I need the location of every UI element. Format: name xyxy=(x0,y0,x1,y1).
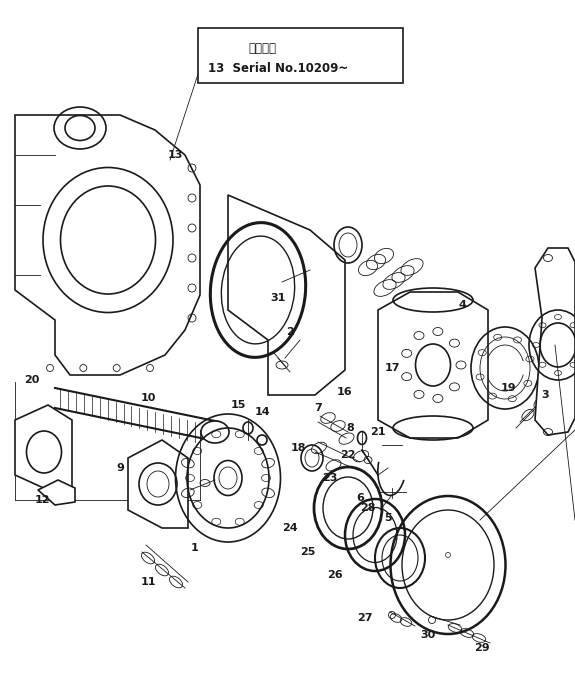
Text: 10: 10 xyxy=(140,393,156,403)
Text: 24: 24 xyxy=(282,523,298,533)
Text: 5: 5 xyxy=(384,513,392,523)
Text: 29: 29 xyxy=(474,643,490,653)
Text: 21: 21 xyxy=(370,427,386,437)
Text: 17: 17 xyxy=(384,363,400,373)
Bar xyxy=(198,28,403,83)
Text: 9: 9 xyxy=(116,463,124,473)
Ellipse shape xyxy=(201,421,229,443)
Polygon shape xyxy=(15,115,200,375)
Text: 16: 16 xyxy=(337,387,353,397)
Text: 8: 8 xyxy=(346,423,354,433)
Text: 7: 7 xyxy=(314,403,322,413)
Text: 20: 20 xyxy=(24,375,40,385)
Text: 22: 22 xyxy=(340,450,356,460)
Text: 30: 30 xyxy=(420,630,436,640)
Text: 18: 18 xyxy=(290,443,306,453)
Polygon shape xyxy=(128,440,188,528)
Text: 13  Serial No.10209~: 13 Serial No.10209~ xyxy=(208,62,348,74)
Text: 適用号表: 適用号表 xyxy=(248,41,276,54)
Polygon shape xyxy=(535,248,575,435)
Text: 15: 15 xyxy=(231,400,246,410)
Text: 19: 19 xyxy=(500,383,516,393)
Text: 2: 2 xyxy=(286,327,294,337)
Text: 28: 28 xyxy=(361,503,375,513)
Text: 1: 1 xyxy=(191,543,199,553)
Polygon shape xyxy=(228,195,345,395)
Text: 14: 14 xyxy=(254,407,270,417)
Text: 25: 25 xyxy=(300,547,316,557)
Text: 31: 31 xyxy=(270,293,286,303)
Text: 23: 23 xyxy=(323,473,338,483)
Text: 6: 6 xyxy=(356,493,364,503)
Text: 26: 26 xyxy=(327,570,343,580)
Polygon shape xyxy=(38,480,75,505)
Polygon shape xyxy=(378,292,488,438)
Text: 4: 4 xyxy=(458,300,466,310)
Polygon shape xyxy=(15,405,72,490)
Text: 11: 11 xyxy=(140,577,156,587)
Text: 13: 13 xyxy=(167,150,183,160)
Text: 3: 3 xyxy=(541,390,549,400)
Text: 12: 12 xyxy=(34,495,50,505)
Text: 27: 27 xyxy=(357,613,373,623)
